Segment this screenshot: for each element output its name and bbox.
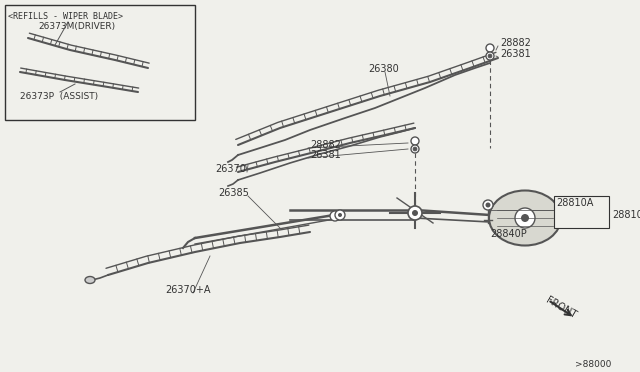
Text: 26385: 26385: [218, 188, 249, 198]
Circle shape: [483, 200, 493, 210]
Circle shape: [515, 208, 535, 228]
Text: 28810: 28810: [612, 210, 640, 220]
Circle shape: [412, 210, 418, 216]
Circle shape: [408, 206, 422, 220]
Text: >88000: >88000: [575, 360, 611, 369]
Text: 26380: 26380: [368, 64, 399, 74]
Circle shape: [411, 145, 419, 153]
FancyBboxPatch shape: [554, 196, 609, 228]
Text: 28810A: 28810A: [556, 198, 593, 208]
Circle shape: [521, 214, 529, 222]
Text: 26370+A: 26370+A: [165, 285, 211, 295]
FancyBboxPatch shape: [5, 5, 195, 120]
Text: 26373P  (ASSIST): 26373P (ASSIST): [20, 92, 98, 101]
Circle shape: [488, 54, 492, 58]
Text: 26381: 26381: [500, 49, 531, 59]
Text: 26370: 26370: [215, 164, 246, 174]
Text: 26373M(DRIVER): 26373M(DRIVER): [38, 22, 115, 31]
Circle shape: [338, 213, 342, 217]
Circle shape: [486, 44, 494, 52]
Circle shape: [413, 147, 417, 151]
Circle shape: [486, 202, 490, 208]
Text: 28882: 28882: [310, 140, 341, 150]
Circle shape: [335, 210, 345, 220]
Text: <REFILLS - WIPER BLADE>: <REFILLS - WIPER BLADE>: [8, 12, 123, 21]
Text: 26381: 26381: [310, 150, 340, 160]
Circle shape: [486, 52, 494, 60]
Text: 28840P: 28840P: [490, 229, 527, 239]
Ellipse shape: [489, 190, 561, 246]
Circle shape: [330, 211, 340, 221]
Circle shape: [411, 137, 419, 145]
Text: 28882: 28882: [500, 38, 531, 48]
Text: FRONT: FRONT: [544, 295, 578, 321]
Ellipse shape: [85, 276, 95, 283]
